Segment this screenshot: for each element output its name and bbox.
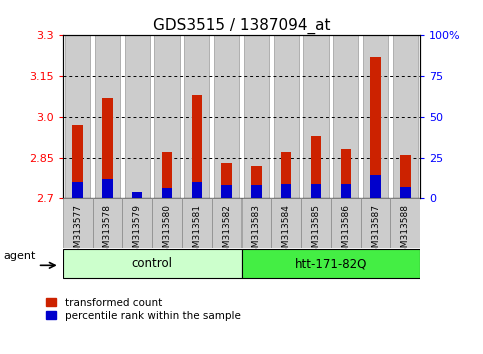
Bar [95,35,120,198]
Bar [311,184,321,198]
Bar [72,125,83,198]
Bar [271,198,301,248]
Text: GSM313580: GSM313580 [163,204,171,259]
Text: control: control [132,257,172,270]
Bar [162,152,172,198]
Bar [273,35,299,198]
Bar [281,152,291,198]
Text: GSM313587: GSM313587 [371,204,380,259]
Bar [341,184,351,198]
Title: GDS3515 / 1387094_at: GDS3515 / 1387094_at [153,18,330,34]
Bar [152,198,182,248]
Bar [132,193,142,198]
Bar [370,176,381,198]
Text: htt-171-82Q: htt-171-82Q [295,257,367,270]
Bar [102,179,113,198]
Text: GSM313581: GSM313581 [192,204,201,259]
Bar [162,188,172,198]
Bar [63,249,242,278]
Bar [63,198,93,248]
Bar [393,35,418,198]
Bar [192,95,202,198]
Bar [251,166,262,198]
Text: GSM313586: GSM313586 [341,204,350,259]
Bar [242,249,420,278]
Bar [65,35,90,198]
Bar [184,35,210,198]
Text: GSM313579: GSM313579 [133,204,142,259]
Bar [72,182,83,198]
Text: GSM313585: GSM313585 [312,204,320,259]
Bar [341,149,351,198]
Bar [361,198,390,248]
Bar [244,35,269,198]
Text: GSM313584: GSM313584 [282,204,291,259]
Bar [125,35,150,198]
Text: agent: agent [3,251,36,261]
Bar [251,185,262,198]
Bar [192,182,202,198]
Bar [122,198,152,248]
Bar [242,198,271,248]
Bar [303,35,328,198]
Bar [212,198,242,248]
Bar [311,136,321,198]
Bar [155,35,180,198]
Bar [370,57,381,198]
Text: GSM313582: GSM313582 [222,204,231,259]
Bar [221,185,232,198]
Bar [390,198,420,248]
Bar [132,192,142,198]
Bar [281,184,291,198]
Text: GSM313577: GSM313577 [73,204,82,259]
Text: GSM313578: GSM313578 [103,204,112,259]
Bar [214,35,239,198]
Bar [93,198,122,248]
Bar [400,187,411,198]
Bar [182,198,212,248]
Text: GSM313588: GSM313588 [401,204,410,259]
Bar [333,35,358,198]
Bar [363,35,388,198]
Bar [301,198,331,248]
Legend: transformed count, percentile rank within the sample: transformed count, percentile rank withi… [44,296,242,323]
Bar [400,155,411,198]
Bar [102,98,113,198]
Bar [331,198,361,248]
Text: GSM313583: GSM313583 [252,204,261,259]
Bar [221,163,232,198]
